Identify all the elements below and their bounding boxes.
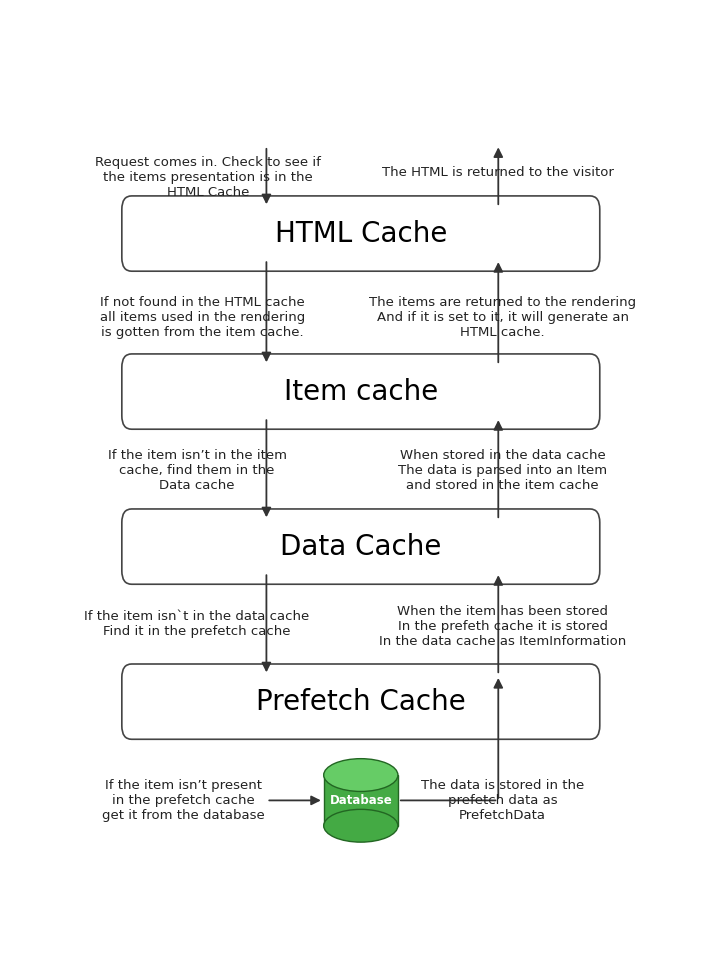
Text: The data is stored in the
prefetch data as
PrefetchData: The data is stored in the prefetch data … xyxy=(421,779,584,822)
Ellipse shape xyxy=(324,809,398,842)
Text: If not found in the HTML cache
all items used in the rendering
is gotten from th: If not found in the HTML cache all items… xyxy=(100,296,306,339)
Text: HTML Cache: HTML Cache xyxy=(275,220,447,248)
Text: The items are returned to the rendering
And if it is set to it, it will generate: The items are returned to the rendering … xyxy=(369,296,636,339)
Polygon shape xyxy=(324,775,398,826)
Text: Prefetch Cache: Prefetch Cache xyxy=(256,687,465,715)
Text: When stored in the data cache
The data is parsed into an Item
and stored in the : When stored in the data cache The data i… xyxy=(398,449,608,493)
FancyBboxPatch shape xyxy=(122,196,600,271)
Text: If the item isn’t in the item
cache, find them in the
Data cache: If the item isn’t in the item cache, fin… xyxy=(108,449,287,493)
FancyBboxPatch shape xyxy=(122,509,600,585)
Text: When the item has been stored
In the prefeth cache it is stored
In the data cach: When the item has been stored In the pre… xyxy=(379,605,627,649)
Text: The HTML is returned to the visitor: The HTML is returned to the visitor xyxy=(382,166,614,178)
FancyBboxPatch shape xyxy=(122,664,600,740)
Text: Database: Database xyxy=(329,794,392,807)
Text: Item cache: Item cache xyxy=(284,378,438,406)
FancyBboxPatch shape xyxy=(122,354,600,429)
Text: Request comes in. Check to see if
the items presentation is in the
HTML Cache: Request comes in. Check to see if the it… xyxy=(95,156,321,198)
Ellipse shape xyxy=(324,759,398,792)
Text: Data Cache: Data Cache xyxy=(280,532,441,560)
Text: If the item isn`t in the data cache
Find it in the prefetch cache: If the item isn`t in the data cache Find… xyxy=(84,611,310,639)
Text: If the item isn’t present
in the prefetch cache
get it from the database: If the item isn’t present in the prefetc… xyxy=(102,779,265,822)
